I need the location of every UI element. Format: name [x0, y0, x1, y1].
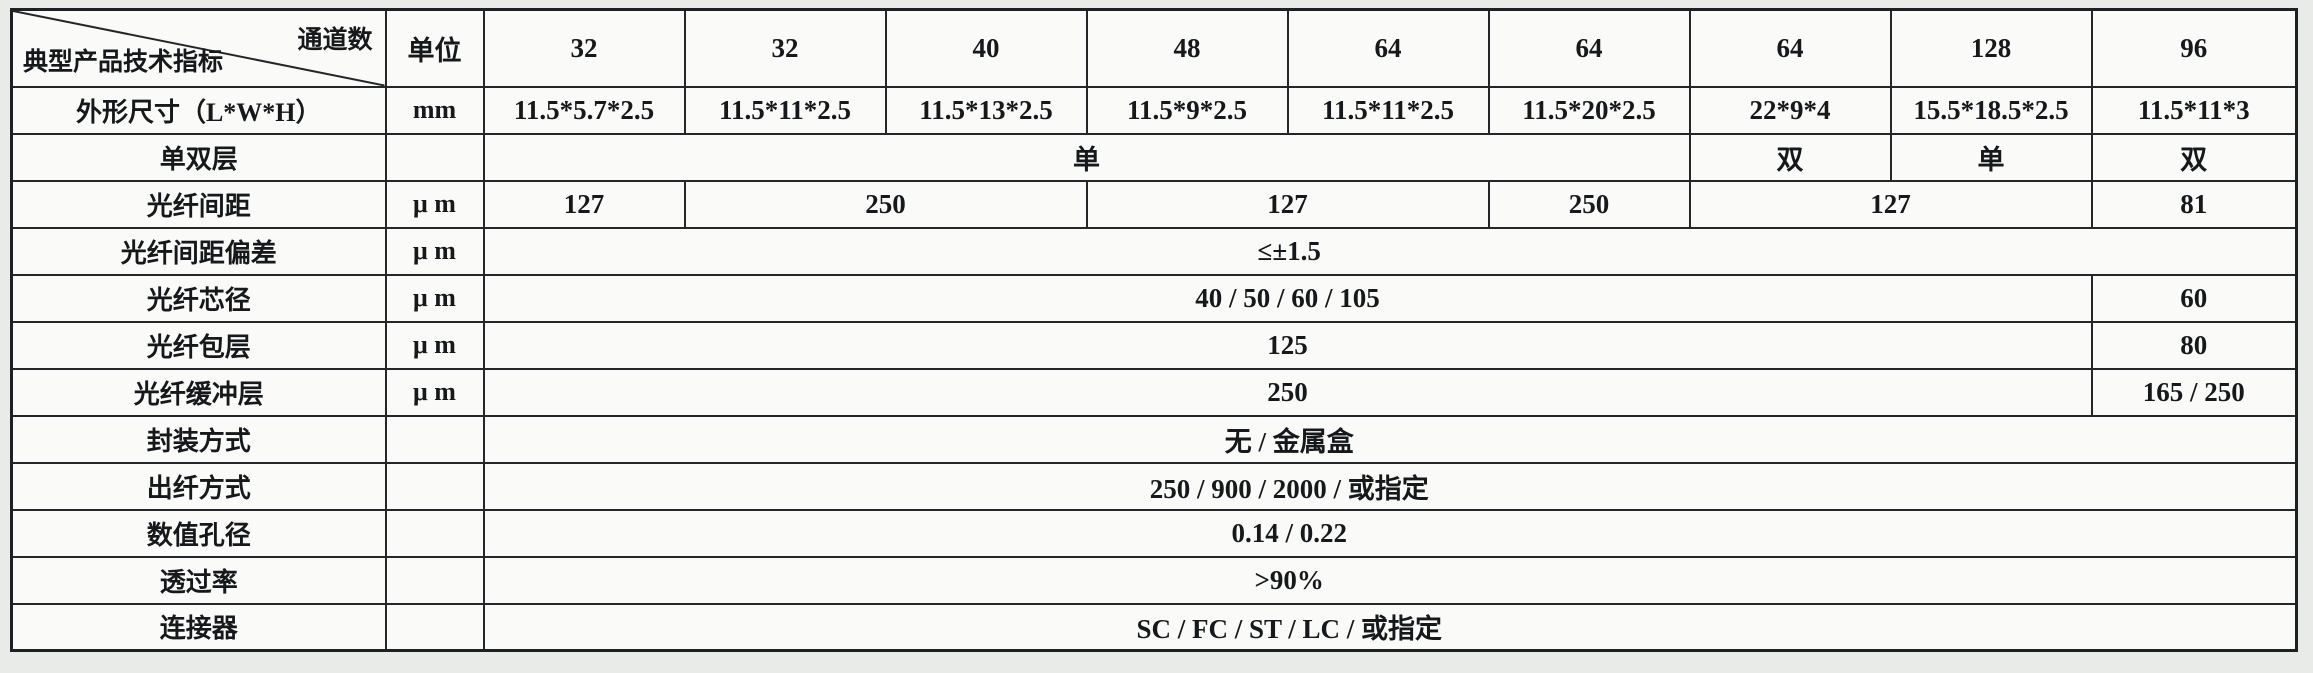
value-cell: 127 [1688, 179, 2093, 229]
channel-header: 40 [884, 8, 1088, 88]
row-label: 光纤间距 [10, 179, 387, 229]
value-cell: 单 [1889, 132, 2093, 182]
value-cell: 双 [1688, 132, 1892, 182]
value-cell: 165 / 250 [2090, 367, 2298, 417]
channel-header: 64 [1688, 8, 1892, 88]
row-label: 单双层 [10, 132, 387, 182]
value-cell: 127 [1085, 179, 1490, 229]
row-packaging: 封装方式 无 / 金属盒 [10, 414, 2298, 464]
diagonal-line [13, 11, 385, 86]
row-pitch: 光纤间距 μ m 127 250 127 250 127 81 [10, 179, 2298, 229]
row-buffer-layer: 光纤缓冲层 μ m 250 165 / 250 [10, 367, 2298, 417]
unit-cell: μ m [384, 226, 485, 276]
row-label: 数值孔径 [10, 508, 387, 558]
row-cladding: 光纤包层 μ m 125 80 [10, 320, 2298, 370]
unit-cell [384, 602, 485, 652]
channel-header: 32 [683, 8, 887, 88]
value-cell: 60 [2090, 273, 2298, 323]
value-cell: 单 [482, 132, 1691, 182]
value-cell: 125 [482, 320, 2093, 370]
value-cell: 250 [1487, 179, 1691, 229]
value-cell: >90% [482, 555, 2298, 605]
row-label: 光纤缓冲层 [10, 367, 387, 417]
value-cell: 11.5*13*2.5 [884, 85, 1088, 135]
row-label: 出纤方式 [10, 461, 387, 511]
unit-cell [384, 132, 485, 182]
value-cell: 40 / 50 / 60 / 105 [482, 273, 2093, 323]
row-numerical-aperture: 数值孔径 0.14 / 0.22 [10, 508, 2298, 558]
unit-cell: mm [384, 85, 485, 135]
value-cell: SC / FC / ST / LC / 或指定 [482, 602, 2298, 652]
value-cell: 80 [2090, 320, 2298, 370]
value-cell: 无 / 金属盒 [482, 414, 2298, 464]
row-label: 封装方式 [10, 414, 387, 464]
channel-header: 128 [1889, 8, 2093, 88]
row-connector: 连接器 SC / FC / ST / LC / 或指定 [10, 602, 2298, 652]
value-cell: 0.14 / 0.22 [482, 508, 2298, 558]
value-cell: 11.5*11*2.5 [1286, 85, 1490, 135]
value-cell: 127 [482, 179, 686, 229]
value-cell: 250 [683, 179, 1088, 229]
channel-header: 96 [2090, 8, 2298, 88]
row-dimensions: 外形尺寸（L*W*H） mm 11.5*5.7*2.5 11.5*11*2.5 … [10, 85, 2298, 135]
row-label: 外形尺寸（L*W*H） [10, 85, 387, 135]
unit-cell [384, 555, 485, 605]
value-cell: 11.5*5.7*2.5 [482, 85, 686, 135]
unit-cell [384, 414, 485, 464]
unit-cell: μ m [384, 367, 485, 417]
row-fiber-output: 出纤方式 250 / 900 / 2000 / 或指定 [10, 461, 2298, 511]
unit-cell: μ m [384, 320, 485, 370]
diagonal-corner-cell: 通道数 典型产品技术指标 [10, 8, 387, 88]
value-cell: 250 [482, 367, 2093, 417]
unit-cell: μ m [384, 273, 485, 323]
header-row: 通道数 典型产品技术指标 单位 32 32 40 48 64 64 64 128… [10, 8, 2298, 88]
value-cell: 双 [2090, 132, 2298, 182]
value-cell: ≤±1.5 [482, 226, 2298, 276]
value-cell: 81 [2090, 179, 2298, 229]
value-cell: 15.5*18.5*2.5 [1889, 85, 2093, 135]
unit-cell [384, 461, 485, 511]
channel-header: 48 [1085, 8, 1289, 88]
channel-header: 64 [1286, 8, 1490, 88]
value-cell: 11.5*11*2.5 [683, 85, 887, 135]
row-pitch-tolerance: 光纤间距偏差 μ m ≤±1.5 [10, 226, 2298, 276]
value-cell: 11.5*11*3 [2090, 85, 2298, 135]
row-core-diameter: 光纤芯径 μ m 40 / 50 / 60 / 105 60 [10, 273, 2298, 323]
row-label: 光纤间距偏差 [10, 226, 387, 276]
unit-column-header: 单位 [384, 8, 485, 88]
spec-table: 通道数 典型产品技术指标 单位 32 32 40 48 64 64 64 128… [10, 8, 2298, 652]
unit-cell: μ m [384, 179, 485, 229]
value-cell: 22*9*4 [1688, 85, 1892, 135]
corner-label-spec-indicators: 典型产品技术指标 [23, 48, 224, 76]
row-label: 光纤芯径 [10, 273, 387, 323]
channel-header: 64 [1487, 8, 1691, 88]
unit-cell [384, 508, 485, 558]
row-label: 透过率 [10, 555, 387, 605]
row-label: 光纤包层 [10, 320, 387, 370]
value-cell: 250 / 900 / 2000 / 或指定 [482, 461, 2298, 511]
value-cell: 11.5*20*2.5 [1487, 85, 1691, 135]
channel-header: 32 [482, 8, 686, 88]
row-transmittance: 透过率 >90% [10, 555, 2298, 605]
value-cell: 11.5*9*2.5 [1085, 85, 1289, 135]
corner-label-channel-count: 通道数 [297, 27, 373, 54]
row-label: 连接器 [10, 602, 387, 652]
row-layer: 单双层 单 双 单 双 [10, 132, 2298, 182]
